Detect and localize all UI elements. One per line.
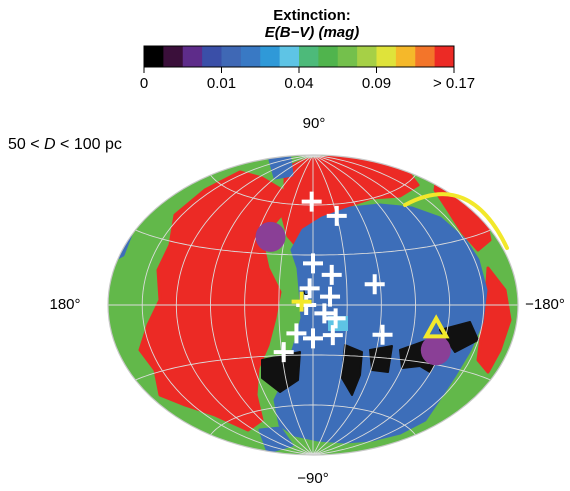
sky-map <box>108 155 518 455</box>
colorbar-cells <box>143 45 455 68</box>
white-plus-marker <box>321 264 342 285</box>
colorbar-tick-label: 0.09 <box>362 75 391 92</box>
colorbar-cell <box>144 46 164 67</box>
graticule-meridian <box>312 155 348 455</box>
graticule-meridian <box>312 155 416 455</box>
distance-label-variable: D <box>44 136 56 153</box>
graticule-meridian <box>244 155 314 455</box>
colorbar-cell <box>260 46 281 67</box>
colorbar-cell <box>299 46 319 67</box>
colorbar-cell <box>337 46 358 67</box>
colorbar-tick-label: 0 <box>140 75 148 92</box>
yellow-plus-marker <box>291 291 312 312</box>
white-plus-marker <box>299 278 320 299</box>
colorbar-cell <box>415 46 436 67</box>
graticule-meridian <box>141 155 314 455</box>
white-plus-marker <box>286 323 307 344</box>
distance-range-label: 50 < D < 100 pc <box>8 136 122 153</box>
colorbar-cell <box>221 46 242 67</box>
graticule-meridian <box>278 155 314 455</box>
white-plus-marker <box>364 274 385 295</box>
white-plus-marker <box>296 295 317 315</box>
purple-circle-marker <box>255 221 286 252</box>
white-plus-marker <box>303 328 323 349</box>
colorbar-cell <box>279 46 300 67</box>
graticule-meridian <box>312 155 451 455</box>
map-region-black-2 <box>369 345 393 373</box>
graticule-meridian <box>175 155 314 455</box>
map-region-red-west <box>138 170 292 432</box>
yellow-arc <box>403 192 509 250</box>
white-plus-marker <box>322 325 343 346</box>
map-region-black-1 <box>341 344 363 396</box>
graticule-meridian <box>312 155 485 455</box>
colorbar-cell <box>163 46 184 67</box>
colorbar-tick-label: > 0.17 <box>433 75 475 92</box>
colorbar-cell <box>182 46 203 67</box>
graticule-meridian <box>312 155 382 455</box>
colorbar-cell <box>357 46 377 67</box>
colorbar-cell <box>376 46 397 67</box>
white-plus-marker <box>301 191 322 212</box>
colorbar-title: Extinction: <box>273 7 351 24</box>
colorbar-ticks: 0 0.01 0.04 0.09 > 0.17 <box>140 67 475 92</box>
white-plus-marker <box>303 253 323 274</box>
yellow-triangle-marker <box>422 314 450 339</box>
axis-label-right: −180° <box>525 296 565 313</box>
white-plus-marker <box>314 303 335 324</box>
colorbar-cell <box>318 46 339 67</box>
white-plus-marker <box>325 308 346 329</box>
white-plus-marker <box>326 205 347 226</box>
distance-label-suffix: < 100 pc <box>56 136 122 153</box>
axis-label-left: 180° <box>49 296 80 313</box>
white-plus-marker <box>273 342 294 363</box>
white-plus-marker <box>320 286 341 307</box>
colorbar-subtitle: E(B−V) (mag) <box>265 24 360 41</box>
colorbar: Extinction: E(B−V) (mag) 0 0.01 0.04 0.09 > … <box>140 7 475 92</box>
axis-label-top: 90° <box>303 115 326 132</box>
colorbar-cell <box>202 46 222 67</box>
map-outline <box>107 154 519 456</box>
white-plus-marker <box>372 324 393 345</box>
distance-label-prefix: 50 < <box>8 136 44 153</box>
markers-layer <box>255 191 451 366</box>
colorbar-cell <box>395 46 416 67</box>
colorbar-cell <box>240 46 261 67</box>
colorbar-tick-label: 0.04 <box>284 75 313 92</box>
colorbar-cell <box>434 46 455 67</box>
axis-label-bottom: −90° <box>297 470 328 487</box>
purple-circle-marker <box>420 335 451 366</box>
graticule-meridian <box>210 155 314 455</box>
colorbar-tick-label: 0.01 <box>207 75 236 92</box>
